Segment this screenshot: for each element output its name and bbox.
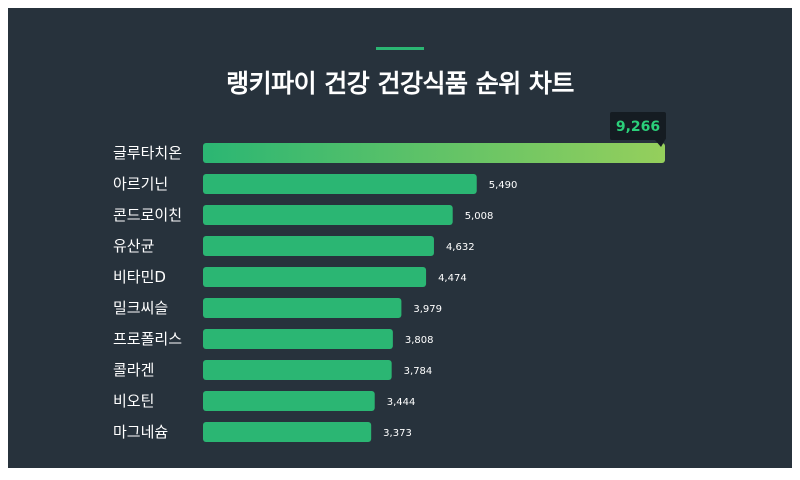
category-label: 비타민D [113, 268, 166, 286]
value-label: 9,266 [616, 119, 660, 135]
value-label: 3,784 [404, 366, 433, 377]
value-label: 3,808 [405, 335, 434, 346]
title-accent-line [376, 47, 424, 50]
category-label: 콘드로이친 [113, 206, 182, 224]
bar [203, 267, 427, 287]
bar [203, 422, 372, 442]
category-label: 밀크씨슬 [113, 299, 168, 317]
value-label: 4,632 [446, 242, 475, 253]
bar [203, 205, 453, 225]
bar [203, 298, 402, 318]
value-label: 5,008 [465, 211, 494, 222]
bar [203, 391, 375, 411]
category-label: 비오틴 [113, 392, 154, 410]
bar [203, 329, 393, 349]
value-label: 4,474 [438, 273, 467, 284]
value-label: 5,490 [489, 180, 518, 191]
callout-pointer [655, 140, 665, 147]
bar [203, 143, 665, 163]
bar [203, 236, 434, 256]
value-label: 3,444 [387, 397, 416, 408]
category-label: 아르기닌 [113, 175, 168, 193]
value-label: 3,373 [383, 428, 412, 439]
category-label: 콜라겐 [113, 361, 154, 379]
top-value-callout [610, 112, 666, 140]
bar [203, 174, 477, 194]
category-label: 글루타치온 [113, 144, 182, 162]
value-label: 3,979 [413, 304, 442, 315]
category-label: 프로폴리스 [113, 330, 182, 348]
category-label: 마그네슘 [113, 423, 168, 441]
bar [203, 360, 392, 380]
chart-title: 랭키파이 건강 건강식품 순위 차트 [226, 69, 574, 98]
category-label: 유산균 [113, 237, 155, 255]
